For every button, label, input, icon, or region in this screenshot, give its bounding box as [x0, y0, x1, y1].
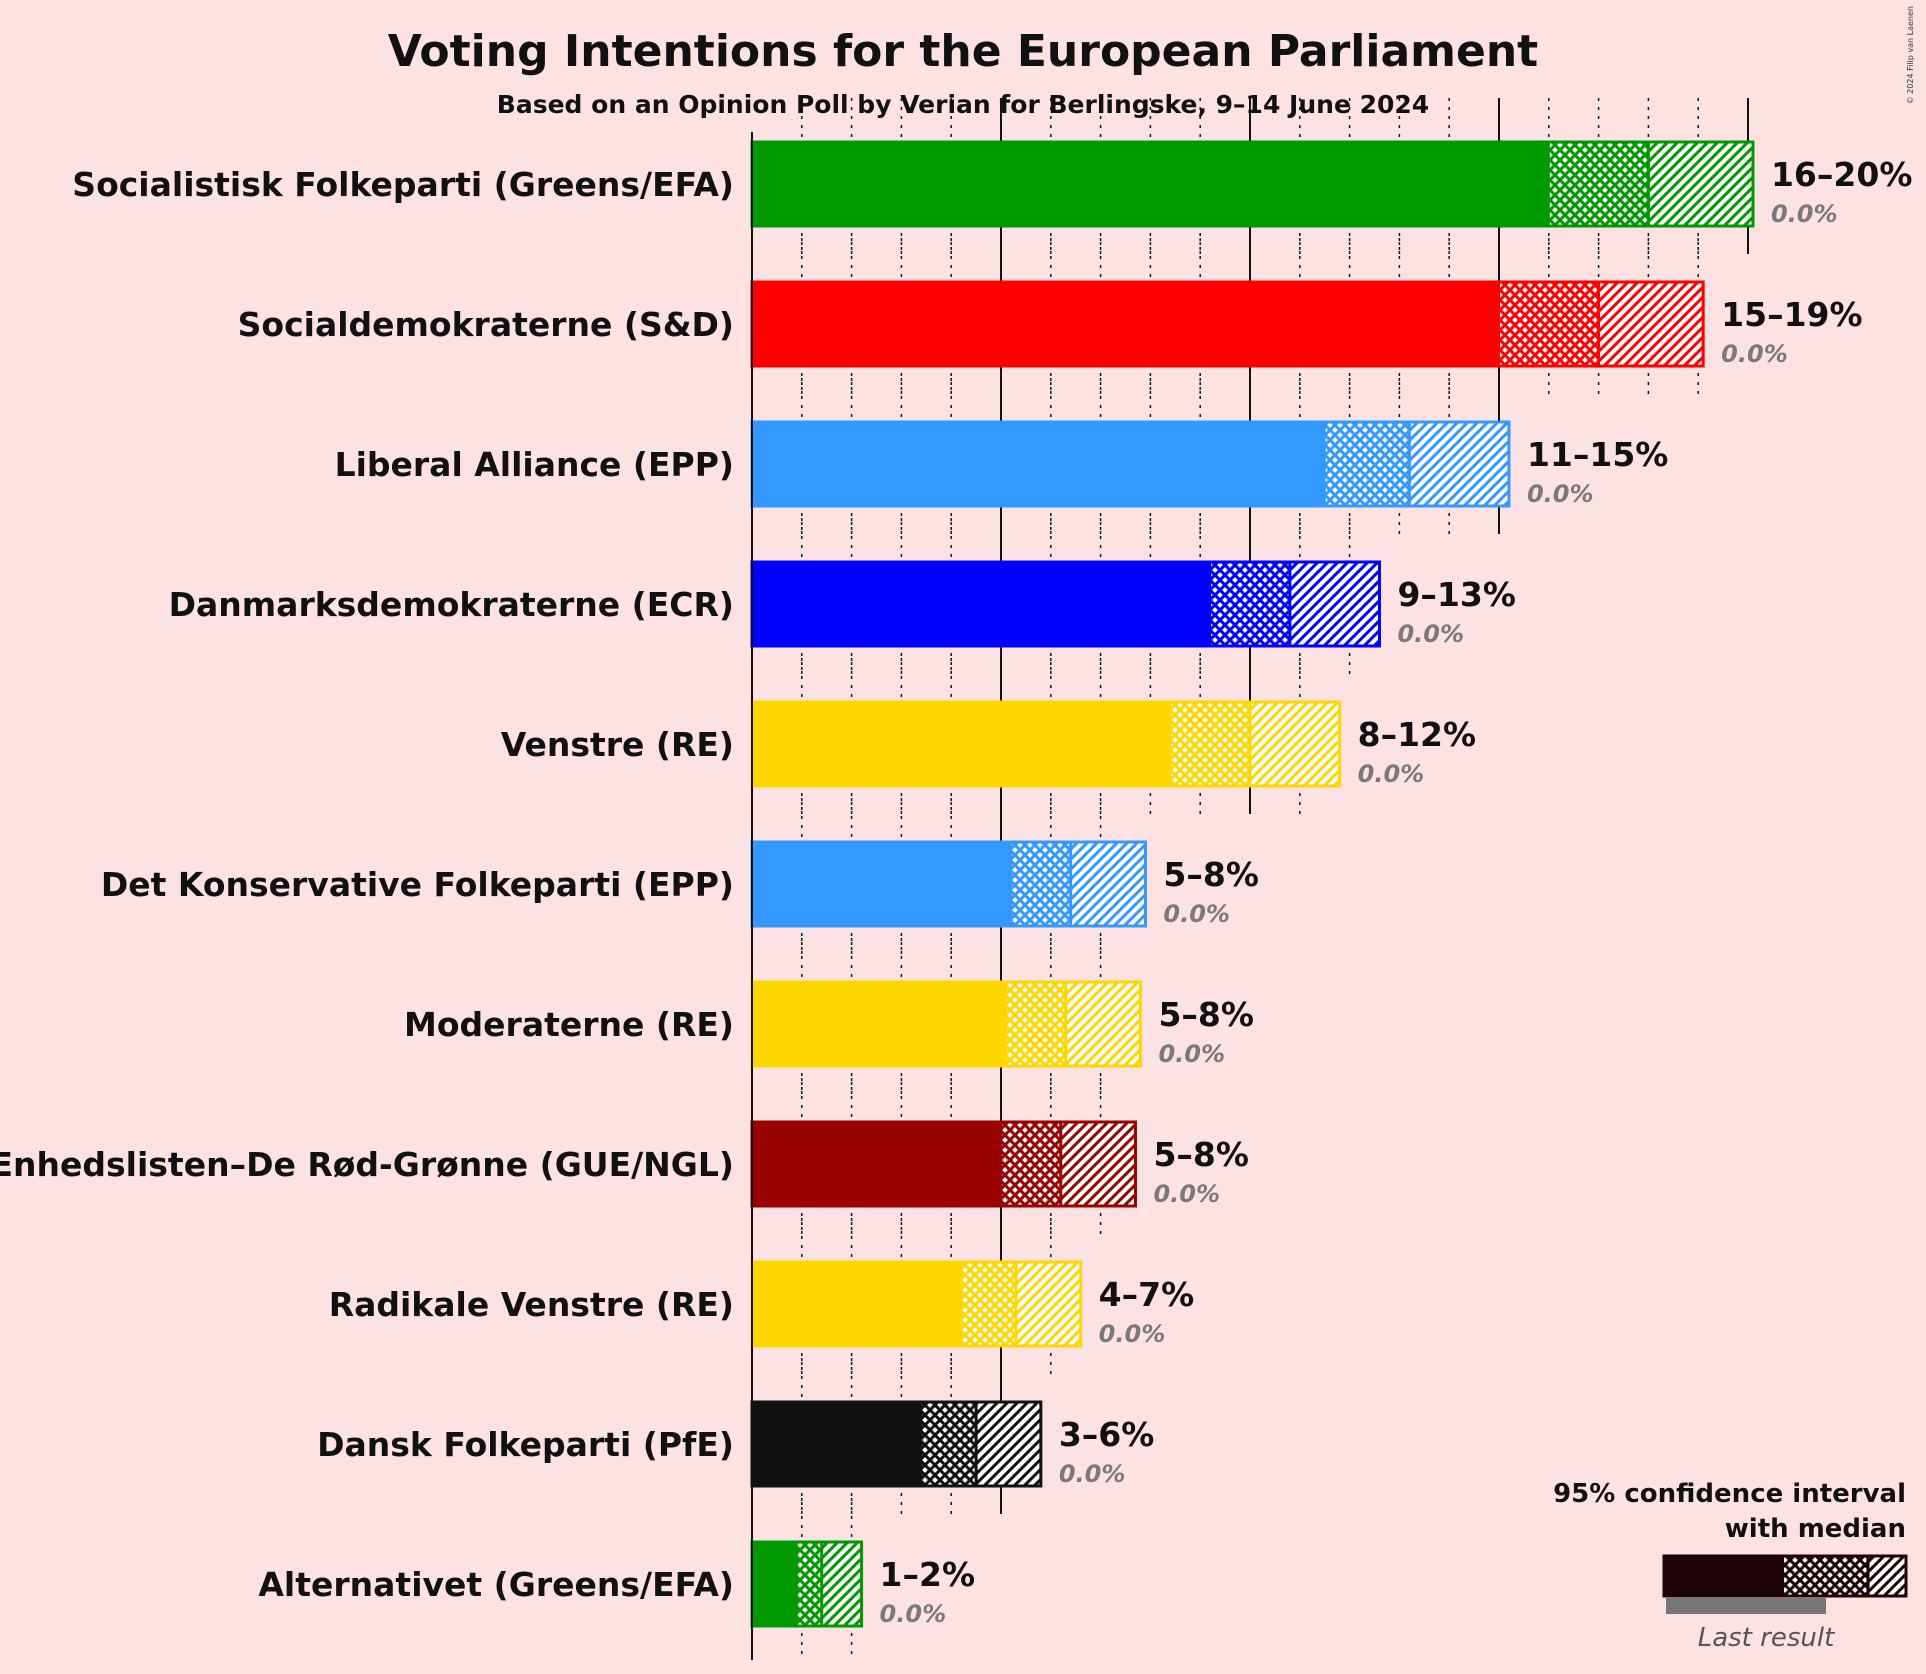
bar-ci-upper — [821, 1542, 862, 1626]
bar-solid — [752, 562, 1211, 646]
party-row: Enhedslisten–De Rød-Grønne (GUE/NGL) 5–8%… — [0, 1120, 1249, 1208]
bar-ci-upper — [976, 1402, 1041, 1486]
last-result-label: 0.0% — [1721, 340, 1788, 368]
party-row: Socialistisk Folkeparti (Greens/EFA) 16–2… — [72, 140, 1912, 228]
party-row: Danmarksdemokraterne (ECR) 9–13% 0.0% — [169, 560, 1516, 648]
party-row: Radikale Venstre (RE) 4–7% 0.0% — [329, 1260, 1195, 1348]
legend-title-line2: with median — [1725, 1514, 1906, 1544]
range-label: 5–8% — [1163, 855, 1259, 894]
party-row: Socialdemokraterne (S&D) 15–19% 0.0% — [238, 280, 1863, 368]
bar-ci-lower — [1010, 842, 1071, 926]
bar-ci-lower — [1548, 142, 1649, 226]
party-label: Moderaterne (RE) — [404, 1005, 734, 1044]
bar-ci-lower — [961, 1262, 1016, 1346]
bar-solid — [752, 842, 1011, 926]
chart-title: Voting Intentions for the European Parli… — [388, 26, 1538, 77]
range-label: 3–6% — [1059, 1415, 1155, 1454]
last-result-label: 0.0% — [1527, 480, 1594, 508]
bar-solid — [752, 702, 1171, 786]
legend-solid-bar — [1664, 1556, 1784, 1596]
legend-last-result-bar — [1666, 1598, 1826, 1614]
party-row: Venstre (RE) 8–12% 0.0% — [501, 700, 1476, 788]
party-label: Radikale Venstre (RE) — [329, 1285, 734, 1324]
party-label: Det Konservative Folkeparti (EPP) — [101, 865, 734, 904]
bar-ci-lower — [1324, 422, 1410, 506]
last-result-label: 0.0% — [1153, 1180, 1220, 1208]
party-label: Dansk Folkeparti (PfE) — [317, 1425, 734, 1464]
bar-ci-lower — [1005, 982, 1066, 1066]
range-label: 4–7% — [1099, 1275, 1195, 1314]
bar-ci-upper — [1060, 1122, 1136, 1206]
bar-ci-upper — [1250, 702, 1340, 786]
bar-ci-lower — [796, 1542, 822, 1626]
last-result-label: 0.0% — [1158, 1040, 1225, 1068]
bar-solid — [752, 142, 1549, 226]
bar-solid — [752, 1402, 922, 1486]
last-result-label: 0.0% — [1397, 620, 1464, 648]
bar-ci-lower — [921, 1402, 977, 1486]
bar-ci-upper — [1070, 842, 1146, 926]
bar-ci-lower — [1001, 1122, 1061, 1206]
bar-solid — [752, 282, 1499, 366]
range-label: 11–15% — [1527, 435, 1668, 474]
bar-solid — [752, 1262, 962, 1346]
party-row: Moderaterne (RE) 5–8% 0.0% — [404, 980, 1254, 1068]
bar-ci-lower — [1170, 702, 1250, 786]
last-result-label: 0.0% — [1358, 760, 1425, 788]
legend-diag-hatch — [1868, 1556, 1906, 1596]
bar-ci-upper — [1015, 1262, 1081, 1346]
range-label: 5–8% — [1153, 1135, 1249, 1174]
party-row: Det Konservative Folkeparti (EPP) 5–8% 0.0… — [101, 840, 1259, 928]
bar-ci-upper — [1598, 282, 1704, 366]
bar-ci-upper — [1409, 422, 1509, 506]
range-label: 1–2% — [880, 1555, 976, 1594]
range-label: 9–13% — [1397, 575, 1515, 614]
range-label: 5–8% — [1158, 995, 1254, 1034]
party-row: Dansk Folkeparti (PfE) 3–6% 0.0% — [317, 1400, 1155, 1488]
range-label: 15–19% — [1721, 295, 1862, 334]
bar-ci-lower — [1499, 282, 1599, 366]
legend-title-line1: 95% confidence interval — [1553, 1479, 1906, 1509]
party-row: Alternativet (Greens/EFA) 1–2% 0.0% — [258, 1540, 976, 1628]
last-result-label: 0.0% — [1771, 200, 1838, 228]
legend-crosshatch — [1784, 1556, 1868, 1596]
chart-subtitle: Based on an Opinion Poll by Verian for B… — [497, 90, 1429, 119]
party-label: Alternativet (Greens/EFA) — [258, 1565, 734, 1604]
bar-solid — [752, 1122, 1001, 1206]
bars: Socialistisk Folkeparti (Greens/EFA) 16–2… — [0, 140, 1912, 1628]
legend-outline — [1662, 1554, 1908, 1598]
bar-solid — [752, 982, 1006, 1066]
range-label: 16–20% — [1771, 155, 1912, 194]
last-result-label: 0.0% — [1163, 900, 1230, 928]
party-label: Enhedslisten–De Rød-Grønne (GUE/NGL) — [0, 1145, 734, 1184]
legend: 95% confidence interval with median Last… — [1553, 1479, 1908, 1653]
bar-solid — [752, 1542, 797, 1626]
party-row: Liberal Alliance (EPP) 11–15% 0.0% — [335, 420, 1668, 508]
party-label: Liberal Alliance (EPP) — [335, 445, 734, 484]
party-label: Socialdemokraterne (S&D) — [238, 305, 734, 344]
last-result-label: 0.0% — [1059, 1460, 1126, 1488]
range-label: 8–12% — [1358, 715, 1476, 754]
legend-last-result-label: Last result — [1698, 1623, 1835, 1653]
copyright: © 2024 Filip van Laenen — [1906, 6, 1915, 104]
party-label: Socialistisk Folkeparti (Greens/EFA) — [72, 165, 734, 204]
party-label: Venstre (RE) — [501, 725, 734, 764]
last-result-label: 0.0% — [1099, 1320, 1166, 1348]
bar-ci-upper — [1289, 562, 1380, 646]
bar-ci-lower — [1210, 562, 1290, 646]
bar-ci-upper — [1648, 142, 1753, 226]
party-label: Danmarksdemokraterne (ECR) — [169, 585, 734, 624]
last-result-label: 0.0% — [880, 1600, 947, 1628]
bar-ci-upper — [1065, 982, 1141, 1066]
bar-solid — [752, 422, 1325, 506]
